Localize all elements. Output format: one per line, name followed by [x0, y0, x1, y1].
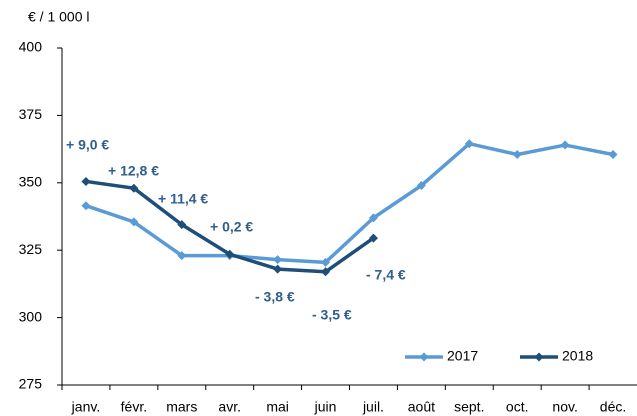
x-tick-label: mai [266, 399, 289, 415]
legend-marker [419, 352, 429, 362]
x-tick-label: déc. [600, 399, 626, 415]
series-line [85, 141, 614, 265]
point-marker [81, 176, 91, 186]
annotation: - 3,8 € [255, 289, 295, 305]
x-tick-label: juin [314, 399, 337, 415]
point-marker [368, 213, 378, 223]
annotation: + 9,0 € [66, 137, 109, 153]
point-marker [560, 140, 570, 150]
point-marker [273, 255, 283, 265]
point-marker [368, 233, 378, 243]
point-marker [81, 201, 91, 211]
y-tick-label: 375 [19, 106, 43, 122]
point-marker [321, 267, 331, 277]
point-marker [512, 149, 522, 159]
point-marker [416, 180, 426, 190]
x-tick-label: juil. [362, 399, 384, 415]
annotation: + 0,2 € [210, 219, 253, 235]
point-marker [608, 149, 618, 159]
y-tick-label: 275 [19, 376, 43, 392]
legend-label: 2017 [447, 348, 478, 364]
y-axis-label: € / 1 000 l [28, 9, 90, 25]
y-tick-label: 350 [19, 174, 43, 190]
x-tick-label: mars [166, 399, 197, 415]
point-marker [464, 139, 474, 149]
x-tick-label: sept. [454, 399, 484, 415]
x-tick-label: janv. [71, 399, 101, 415]
point-marker [273, 264, 283, 274]
annotation: - 7,4 € [366, 267, 406, 283]
point-marker [321, 257, 331, 267]
legend-marker [534, 352, 544, 362]
y-tick-label: 300 [19, 308, 43, 324]
x-tick-label: août [408, 399, 435, 415]
x-tick-label: nov. [552, 399, 577, 415]
y-tick-label: 325 [19, 241, 43, 257]
x-tick-label: févr. [121, 399, 147, 415]
point-marker [177, 251, 187, 261]
point-marker [129, 217, 139, 227]
annotation: - 3,5 € [312, 307, 352, 323]
x-tick-label: avr. [218, 399, 241, 415]
y-tick-label: 400 [19, 39, 43, 55]
annotation: + 11,4 € [158, 191, 208, 207]
x-tick-label: oct. [506, 399, 529, 415]
legend-label: 2018 [562, 348, 593, 364]
point-marker [225, 249, 235, 259]
point-marker [177, 220, 187, 230]
point-marker [129, 183, 139, 193]
annotation: + 12,8 € [108, 163, 159, 179]
